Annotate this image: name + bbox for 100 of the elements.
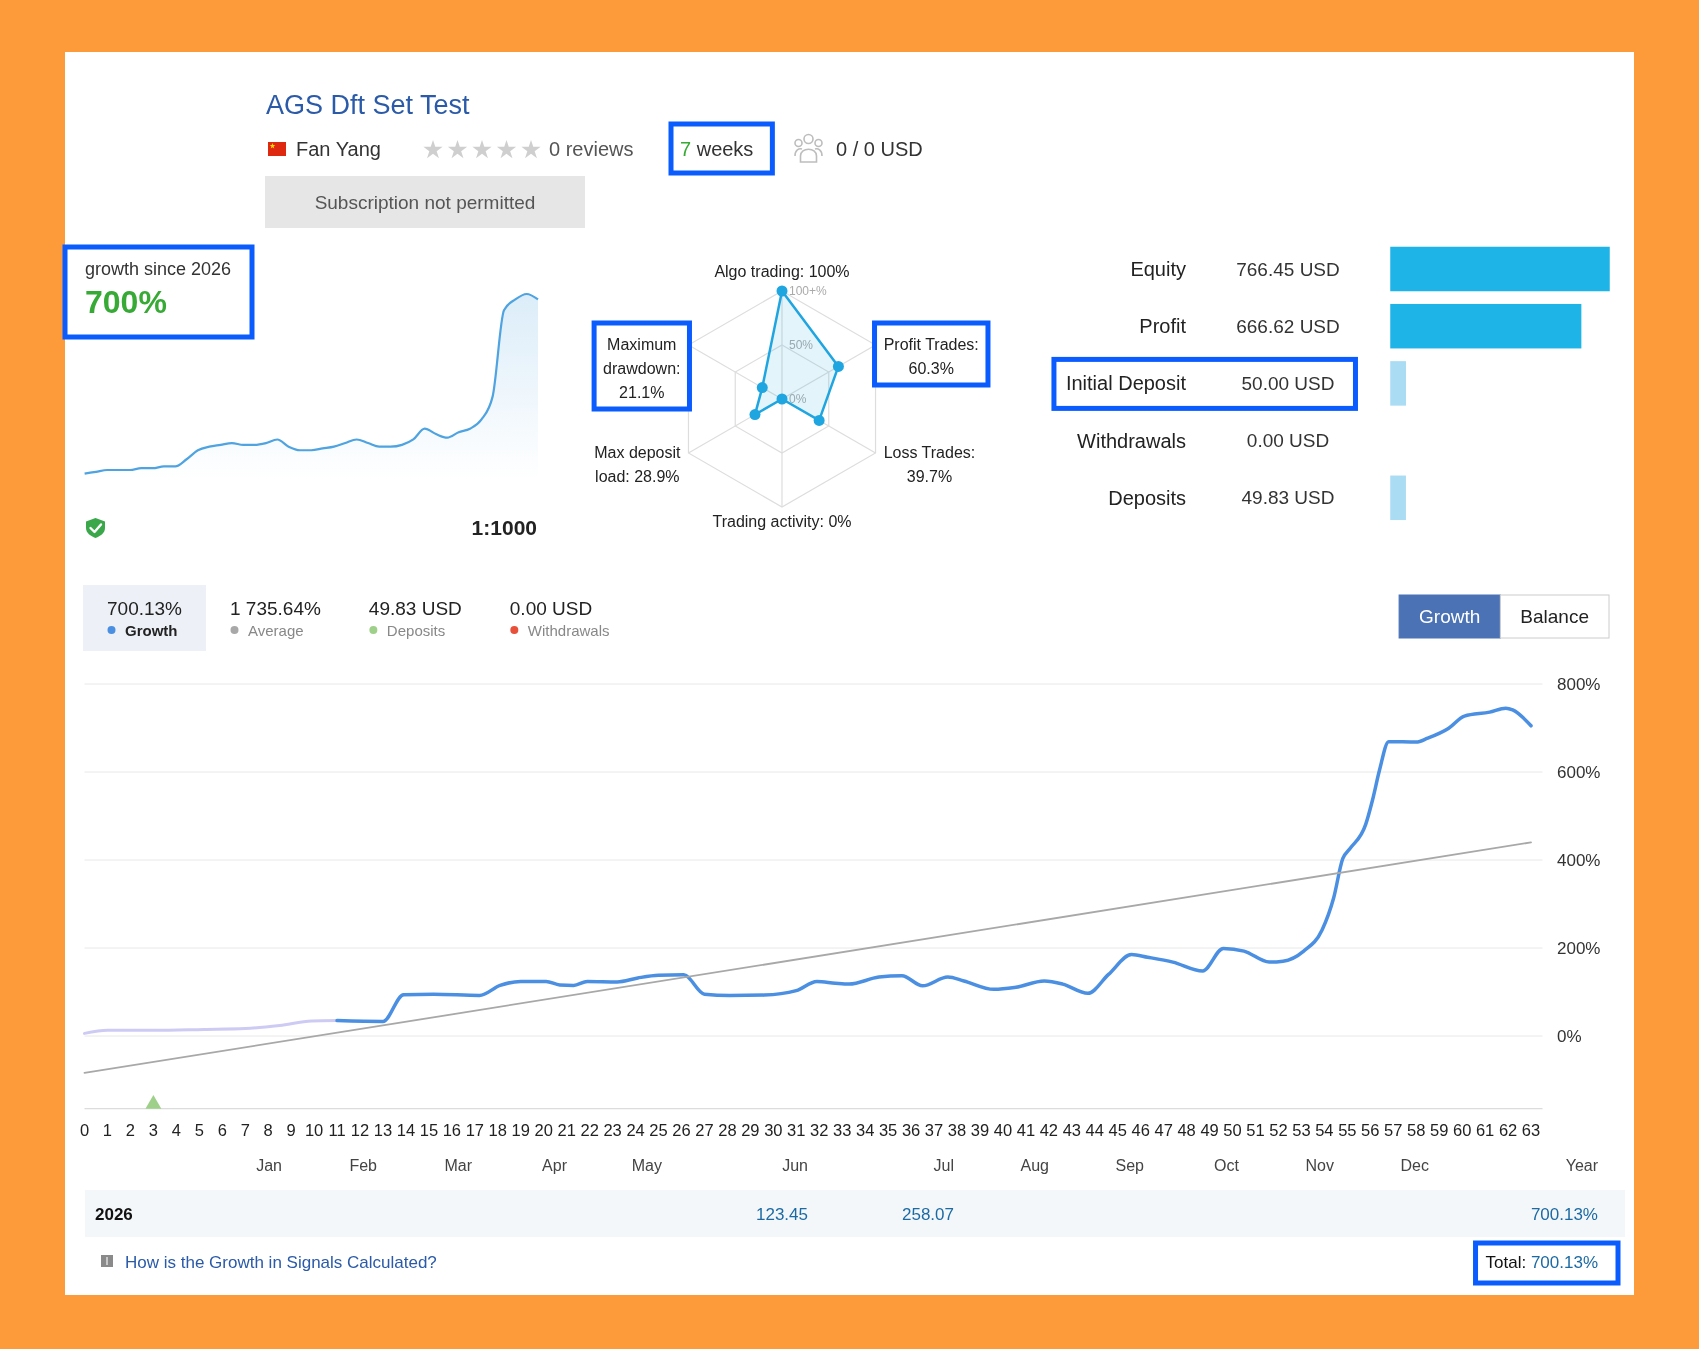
x-tick-label: 35	[878, 1121, 898, 1139]
x-tick-label: 3	[148, 1121, 158, 1139]
x-tick-label: 40	[993, 1121, 1013, 1139]
x-tick-label: 60	[1452, 1121, 1472, 1139]
spoke-label: Loss Trades: 39.7%	[883, 444, 976, 485]
text: 0 reviews	[549, 138, 634, 160]
x-tick-label: 38	[947, 1121, 967, 1139]
x-tick-label: 62	[1498, 1121, 1518, 1139]
x-tick-label: 49	[1200, 1121, 1219, 1139]
x-tick-label: 44	[1085, 1121, 1104, 1139]
x-tick-label: 26	[672, 1121, 691, 1139]
category-label: Apr	[542, 1157, 568, 1174]
data-label: 0.00 USD	[1246, 430, 1330, 452]
spoke-label: Profit Trades: 60.3%	[883, 336, 979, 377]
bar	[1390, 246, 1610, 292]
line-series	[335, 706, 1533, 1024]
data-label: 666.62 USD	[1236, 315, 1340, 337]
text: 700.13%	[1530, 1205, 1598, 1224]
text: Growth	[1419, 606, 1481, 628]
y-tick-label: 800%	[1557, 674, 1601, 694]
x-tick-label: 2	[125, 1121, 136, 1139]
x-tick-label: 15	[419, 1121, 439, 1139]
x-tick-label: 29	[741, 1121, 760, 1139]
bar	[1390, 361, 1406, 406]
x-tick-label: 22	[580, 1121, 599, 1139]
x-tick-label: 42	[1039, 1121, 1059, 1139]
x-tick-label: 20	[534, 1121, 553, 1139]
x-tick-label: 1	[102, 1121, 113, 1139]
text: 1 735.64%	[230, 598, 321, 619]
x-tick-label: 8	[263, 1121, 273, 1139]
x-tick-label: 63	[1521, 1121, 1541, 1139]
category-label: Year	[1565, 1157, 1599, 1174]
x-tick-label: 9	[286, 1121, 296, 1139]
category-label: Feb	[349, 1157, 378, 1174]
bar	[1390, 303, 1582, 349]
x-tick-label: 51	[1246, 1121, 1265, 1139]
text: Balance	[1520, 606, 1590, 628]
x-tick-label: 57	[1384, 1121, 1403, 1139]
x-tick-label: 36	[901, 1121, 921, 1139]
x-tick-label: 34	[855, 1121, 875, 1139]
x-tick-label: 14	[396, 1121, 416, 1139]
x-tick-label: 28	[718, 1121, 737, 1139]
x-tick-label: 39	[970, 1121, 990, 1139]
x-tick-label: 10	[304, 1121, 324, 1139]
x-tick-label: 52	[1269, 1121, 1288, 1139]
category-label: Oct	[1214, 1157, 1240, 1174]
x-tick-label: 6	[217, 1121, 227, 1139]
x-tick-label: 37	[924, 1121, 944, 1139]
legend-label: Average	[248, 622, 304, 639]
x-tick-label: 30	[764, 1121, 783, 1139]
legend-label: Deposits	[386, 622, 446, 639]
category-label: Mar	[444, 1157, 473, 1174]
x-tick-label: 32	[810, 1121, 829, 1139]
text: Subscription not permitted	[314, 192, 536, 213]
x-tick-label: 24	[626, 1121, 645, 1139]
x-tick-label: 56	[1361, 1121, 1380, 1139]
x-tick-label: 33	[833, 1121, 852, 1139]
x-tick-label: 31	[787, 1121, 806, 1139]
x-tick-label: 61	[1475, 1121, 1495, 1139]
category-label: Jun	[782, 1157, 808, 1174]
x-tick-label: 48	[1177, 1121, 1196, 1139]
y-tick-label: 400%	[1557, 850, 1601, 870]
line-series	[83, 1019, 339, 1035]
category-label: Jan	[256, 1157, 282, 1174]
text: 1:1000	[471, 516, 537, 539]
category-label: Sep	[1115, 1157, 1145, 1174]
text: 123.45	[756, 1205, 808, 1224]
x-tick-label: 5	[194, 1121, 204, 1139]
data-label: 766.45 USD	[1236, 258, 1340, 280]
x-tick-label: 27	[695, 1121, 714, 1139]
y-tick-label: Deposits	[1108, 486, 1186, 509]
text: 0 / 0 USD	[836, 138, 923, 160]
text: 258.07	[902, 1205, 954, 1224]
x-tick-label: 13	[373, 1121, 393, 1139]
x-tick-label: 0	[79, 1121, 90, 1139]
x-tick-label: 4	[171, 1121, 181, 1139]
x-tick-label: 55	[1338, 1121, 1357, 1139]
legend-label: Withdrawals	[527, 622, 610, 639]
x-tick-label: 18	[488, 1121, 507, 1139]
spoke-label: Trading activity: 0%	[712, 513, 852, 530]
spoke-label: Algo trading: 100%	[714, 263, 850, 280]
text: Fan Yang	[296, 138, 381, 160]
x-tick-label: 7	[240, 1121, 250, 1139]
bar	[1390, 475, 1406, 521]
category-label: Aug	[1020, 1157, 1049, 1174]
y-tick-label: Withdrawals	[1077, 429, 1186, 452]
y-tick-label: 200%	[1557, 938, 1601, 958]
x-tick-label: 41	[1016, 1121, 1036, 1139]
x-tick-label: 17	[465, 1121, 485, 1139]
x-tick-label: 19	[511, 1121, 530, 1139]
spoke-label: Max deposit load: 28.9%	[594, 444, 682, 485]
category-label: 2026	[95, 1205, 133, 1224]
category-label: Dec	[1400, 1157, 1429, 1174]
x-tick-label: 45	[1108, 1121, 1127, 1139]
text: 700.13%	[107, 598, 183, 619]
spoke-label: Maximum drawdown: 21.1%	[603, 336, 681, 401]
x-tick-label: 43	[1062, 1121, 1081, 1139]
data-label: 49.83 USD	[1241, 487, 1335, 509]
category-label: Nov	[1305, 1157, 1334, 1174]
text: 0.00 USD	[509, 598, 593, 619]
